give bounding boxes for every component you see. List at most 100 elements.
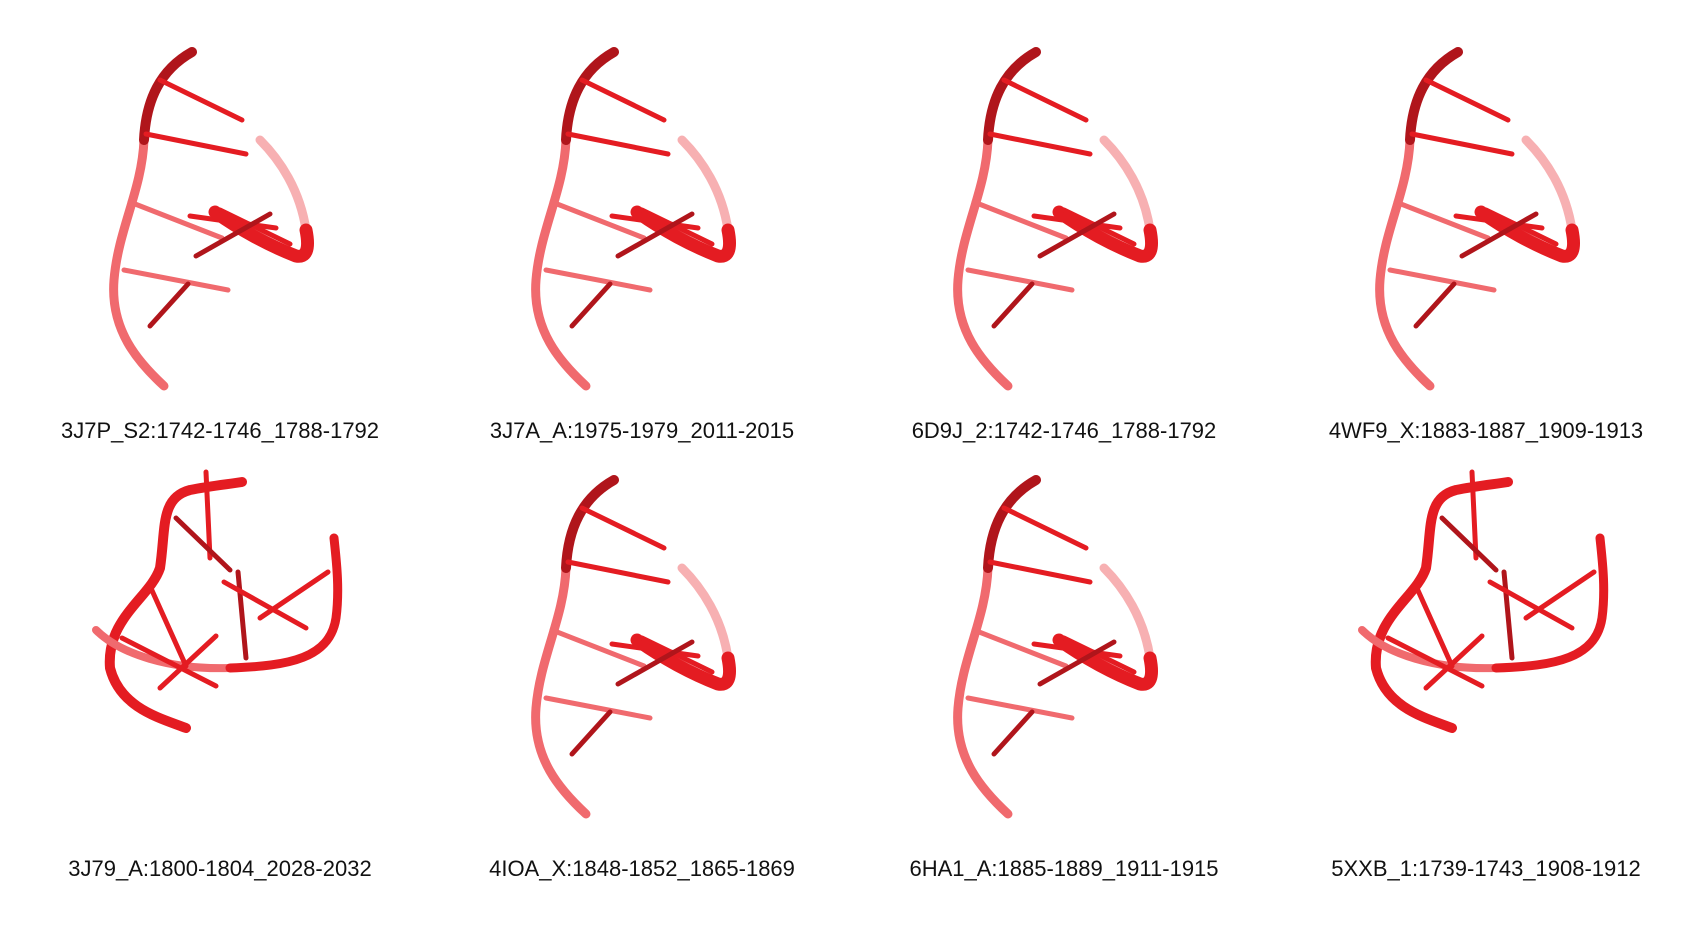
base-pair-rung xyxy=(987,131,1093,157)
base-pair-rung xyxy=(615,211,695,259)
base-pair-rung xyxy=(235,569,249,661)
structure-label: 6HA1_A:1885-1889_1911-1915 xyxy=(909,856,1219,881)
rna-structure-image xyxy=(953,475,1159,819)
base-pair-rung xyxy=(1385,635,1485,689)
base-pair-rung xyxy=(565,131,671,157)
structure-label: 5XXB_1:1739-1743_1908-1912 xyxy=(1331,856,1641,881)
backbone-strand xyxy=(1474,205,1581,263)
rna-structure-image xyxy=(109,47,315,391)
base-pair-rung xyxy=(1487,579,1575,631)
base-pair-rung xyxy=(1501,569,1515,661)
rna-structure-image xyxy=(531,475,737,819)
backbone-strand xyxy=(1052,205,1159,263)
base-pair-rung xyxy=(121,267,231,293)
base-pair-rung xyxy=(609,641,701,659)
structure-panel: 4IOA_X:1848-1852_1865-1869 xyxy=(432,458,852,898)
structure-label: 4WF9_X:1883-1887_1909-1913 xyxy=(1328,418,1644,443)
rna-hairpin-drawing xyxy=(531,47,737,391)
rna-structure-image xyxy=(1375,47,1581,391)
rna-structure-image xyxy=(953,47,1159,391)
backbone-strand xyxy=(1405,47,1463,145)
structure-panel: 4WF9_X:1883-1887_1909-1913 xyxy=(1276,30,1696,470)
backbone-strand xyxy=(1491,533,1609,673)
base-pair-rung xyxy=(971,199,1069,241)
structure-label: 4IOA_X:1848-1852_1865-1869 xyxy=(489,856,795,881)
base-pair-rung xyxy=(1001,77,1089,123)
backbone-strand xyxy=(630,205,737,263)
rna-hairpin-drawing xyxy=(531,475,737,819)
structure-label: 3J79_A:1800-1804_2028-2032 xyxy=(68,856,372,881)
base-pair-rung xyxy=(549,627,647,669)
backbone-strand xyxy=(104,477,247,733)
base-pair-rung xyxy=(1061,207,1137,247)
base-pair-rung xyxy=(609,213,701,231)
base-pair-rung xyxy=(1387,267,1497,293)
base-pair-rung xyxy=(1031,641,1123,659)
rna-hairpin-drawing xyxy=(109,47,315,391)
base-pair-rung xyxy=(193,211,273,259)
rna-structure-image xyxy=(1358,469,1609,733)
base-pair-rung xyxy=(1413,583,1455,669)
base-pair-rung xyxy=(1409,131,1515,157)
base-pair-rung xyxy=(1423,633,1485,691)
base-pair-rung xyxy=(569,281,613,329)
base-pair-rung xyxy=(119,635,219,689)
backbone-strand xyxy=(225,533,343,673)
base-pair-rung xyxy=(639,207,715,247)
base-pair-rung xyxy=(971,627,1069,669)
structure-panel: 3J7A_A:1975-1979_2011-2015 xyxy=(432,30,852,470)
backbone-strand xyxy=(630,633,737,691)
structure-panel: 6D9J_2:1742-1746_1788-1792 xyxy=(854,30,1274,470)
base-pair-rung xyxy=(187,213,279,231)
base-pair-rung xyxy=(147,583,189,669)
base-pair-rung xyxy=(221,579,309,631)
structure-panel: 3J79_A:1800-1804_2028-2032 xyxy=(10,458,430,898)
base-pair-rung xyxy=(143,131,249,157)
base-pair-rung xyxy=(1483,207,1559,247)
base-pair-rung xyxy=(579,505,667,551)
base-pair-rung xyxy=(127,199,225,241)
base-pair-rung xyxy=(1453,213,1545,231)
base-pair-rung xyxy=(543,267,653,293)
structure-panel: 6HA1_A:1885-1889_1911-1915 xyxy=(854,458,1274,898)
base-pair-rung xyxy=(965,267,1075,293)
base-pair-rung xyxy=(1439,515,1499,573)
base-pair-rung xyxy=(1423,77,1511,123)
rna-structure-image xyxy=(531,47,737,391)
structure-label: 6D9J_2:1742-1746_1788-1792 xyxy=(911,418,1217,443)
base-pair-rung xyxy=(569,709,613,757)
backbone-strand xyxy=(208,205,315,263)
base-pair-rung xyxy=(1523,569,1597,621)
backbone-strand xyxy=(1052,633,1159,691)
rna-loop-drawing xyxy=(1358,469,1609,733)
backbone-strand xyxy=(983,47,1041,145)
rna-hairpin-drawing xyxy=(953,47,1159,391)
backbone-strand xyxy=(561,475,619,573)
base-pair-rung xyxy=(543,695,653,721)
rna-hairpin-drawing xyxy=(1375,47,1581,391)
base-pair-rung xyxy=(991,709,1035,757)
base-pair-rung xyxy=(1061,635,1137,675)
base-pair-rung xyxy=(1393,199,1491,241)
rna-loop-drawing xyxy=(92,469,343,733)
base-pair-rung xyxy=(1001,505,1089,551)
base-pair-rung xyxy=(579,77,667,123)
base-pair-rung xyxy=(639,635,715,675)
base-pair-rung xyxy=(1037,639,1117,687)
base-pair-rung xyxy=(173,515,233,573)
base-pair-rung xyxy=(157,77,245,123)
base-pair-rung xyxy=(147,281,191,329)
base-pair-rung xyxy=(549,199,647,241)
backbone-strand xyxy=(561,47,619,145)
base-pair-rung xyxy=(1037,211,1117,259)
base-pair-rung xyxy=(1413,281,1457,329)
rna-hairpin-drawing xyxy=(953,475,1159,819)
backbone-strand xyxy=(983,475,1041,573)
structure-label: 3J7A_A:1975-1979_2011-2015 xyxy=(489,418,795,443)
structure-panel: 5XXB_1:1739-1743_1908-1912 xyxy=(1276,458,1696,898)
base-pair-rung xyxy=(1459,211,1539,259)
backbone-strand xyxy=(1370,477,1513,733)
structure-panel: 3J7P_S2:1742-1746_1788-1792 xyxy=(10,30,430,470)
structure-label: 3J7P_S2:1742-1746_1788-1792 xyxy=(60,418,380,443)
